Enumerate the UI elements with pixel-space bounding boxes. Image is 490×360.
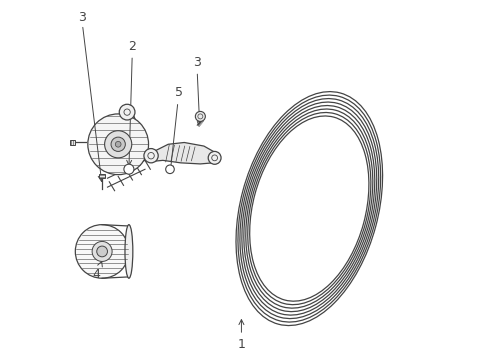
- Circle shape: [97, 246, 107, 257]
- Circle shape: [75, 225, 129, 278]
- Circle shape: [115, 141, 121, 147]
- Circle shape: [104, 131, 132, 158]
- Circle shape: [166, 165, 174, 174]
- Circle shape: [92, 242, 112, 261]
- Text: 1: 1: [238, 320, 245, 351]
- Circle shape: [111, 137, 125, 152]
- Text: 5: 5: [169, 86, 183, 171]
- Text: 4: 4: [93, 261, 102, 281]
- Text: 3: 3: [78, 11, 86, 24]
- Text: 2: 2: [126, 40, 136, 165]
- Text: 3: 3: [193, 55, 202, 122]
- Circle shape: [196, 111, 205, 121]
- Polygon shape: [104, 110, 146, 172]
- Circle shape: [208, 152, 221, 164]
- Ellipse shape: [125, 225, 133, 278]
- Circle shape: [144, 149, 158, 163]
- Circle shape: [124, 164, 134, 174]
- Polygon shape: [150, 143, 217, 164]
- Circle shape: [119, 104, 135, 120]
- FancyBboxPatch shape: [70, 140, 74, 145]
- FancyBboxPatch shape: [99, 174, 105, 178]
- Circle shape: [88, 114, 148, 175]
